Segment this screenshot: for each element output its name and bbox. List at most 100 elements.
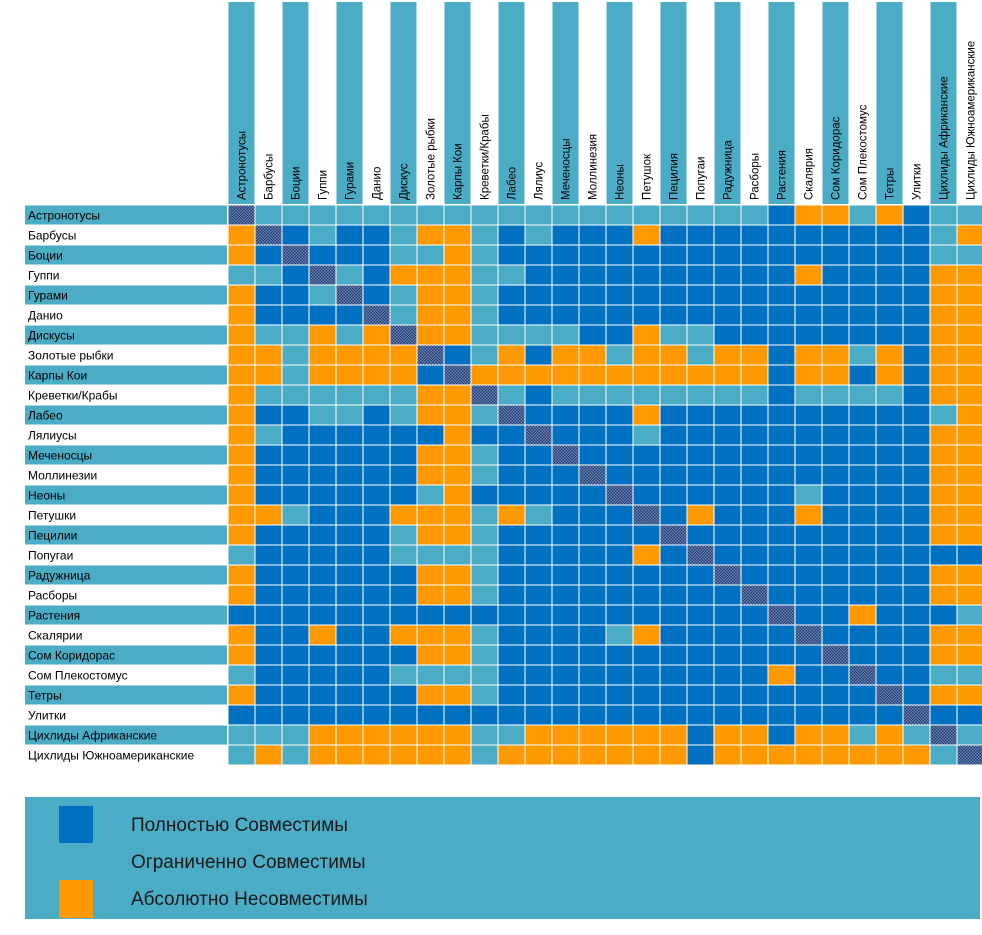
- cell-11-8: [417, 405, 444, 425]
- row-label-моллинезии: Моллинезии: [28, 469, 97, 483]
- column-header-27: [930, 2, 957, 204]
- cell-15-22: [795, 485, 822, 505]
- cell-7-18: [687, 325, 714, 345]
- cell-2-15: [606, 225, 633, 245]
- cell-20-2: [255, 585, 282, 605]
- cell-25-1: [228, 685, 255, 705]
- cell-1-28: [957, 205, 982, 225]
- cell-2-4: [309, 225, 336, 245]
- row-label-неоны: Неоны: [28, 489, 65, 503]
- cell-10-3: [282, 385, 309, 405]
- cell-4-28: [957, 265, 982, 285]
- cell-11-12: [525, 405, 552, 425]
- cell-8-1: [228, 345, 255, 365]
- cell-25-6: [363, 685, 390, 705]
- cell-4-5: [336, 265, 363, 285]
- cell-12-8: [417, 425, 444, 445]
- cell-2-23: [822, 225, 849, 245]
- cell-26-16: [633, 705, 660, 725]
- cell-3-16: [633, 245, 660, 265]
- column-label-неоны: Неоны: [615, 164, 627, 200]
- cell-20-19: [714, 585, 741, 605]
- cell-12-27: [930, 425, 957, 445]
- cell-7-10: [471, 325, 498, 345]
- cell-21-1: [228, 605, 255, 625]
- cell-18-1: [228, 545, 255, 565]
- cell-1-16: [633, 205, 660, 225]
- cell-7-16: [633, 325, 660, 345]
- cell-23-18: [687, 645, 714, 665]
- column-header-22: [795, 2, 822, 204]
- cell-11-27: [930, 405, 957, 425]
- cell-23-22: [795, 645, 822, 665]
- column-header-11: [498, 2, 525, 204]
- cell-23-12: [525, 645, 552, 665]
- cell-8-13: [552, 345, 579, 365]
- cell-26-3: [282, 705, 309, 725]
- cell-22-6: [363, 625, 390, 645]
- cell-11-21: [768, 405, 795, 425]
- column-header-8: [417, 2, 444, 204]
- cell-15-12: [525, 485, 552, 505]
- column-label-цихлиды-южноамериканские: Цихлиды Южноамериканские: [966, 41, 978, 200]
- cell-19-10: [471, 565, 498, 585]
- cell-25-22: [795, 685, 822, 705]
- cell-10-19: [714, 385, 741, 405]
- cell-9-20: [741, 365, 768, 385]
- cell-24-21: [768, 665, 795, 685]
- cell-19-23: [822, 565, 849, 585]
- cell-27-17: [660, 725, 687, 745]
- cell-6-18: [687, 305, 714, 325]
- cell-6-25: [876, 305, 903, 325]
- cell-26-23: [822, 705, 849, 725]
- cell-4-27: [930, 265, 957, 285]
- cell-22-14: [579, 625, 606, 645]
- cell-20-7: [390, 585, 417, 605]
- cell-19-17: [660, 565, 687, 585]
- cell-6-22: [795, 305, 822, 325]
- cell-26-17: [660, 705, 687, 725]
- cell-3-23: [822, 245, 849, 265]
- column-label-скалярия: Скалярия: [804, 148, 816, 200]
- cell-19-9: [444, 565, 471, 585]
- column-header-19: [714, 2, 741, 204]
- cell-1-17: [660, 205, 687, 225]
- cell-27-24: [849, 725, 876, 745]
- cell-15-14: [579, 485, 606, 505]
- row-label-пецилии: Пецилии: [28, 529, 77, 543]
- cell-28-26: [903, 745, 930, 765]
- cell-7-19: [714, 325, 741, 345]
- cell-6-13: [552, 305, 579, 325]
- cell-16-28: [957, 505, 982, 525]
- cell-26-28: [957, 705, 982, 725]
- cell-23-7: [390, 645, 417, 665]
- cell-15-10: [471, 485, 498, 505]
- cell-12-13: [552, 425, 579, 445]
- cell-9-4: [309, 365, 336, 385]
- cell-19-8: [417, 565, 444, 585]
- cell-18-27: [930, 545, 957, 565]
- cell-27-7: [390, 725, 417, 745]
- cell-1-4: [309, 205, 336, 225]
- row-label-лялиусы: Лялиусы: [28, 429, 77, 443]
- cell-12-17: [660, 425, 687, 445]
- cell-27-21: [768, 725, 795, 745]
- cell-24-5: [336, 665, 363, 685]
- cell-1-20: [741, 205, 768, 225]
- cell-25-20: [741, 685, 768, 705]
- legend: Полностью Совместимы Ограниченно Совмест…: [25, 797, 980, 919]
- cell-18-24: [849, 545, 876, 565]
- cell-21-5: [336, 605, 363, 625]
- cell-12-12: [525, 425, 552, 445]
- cell-21-21: [768, 605, 795, 625]
- cell-13-7: [390, 445, 417, 465]
- cell-5-2: [255, 285, 282, 305]
- cell-13-20: [741, 445, 768, 465]
- column-header-6: [363, 2, 390, 204]
- cell-22-2: [255, 625, 282, 645]
- cell-8-10: [471, 345, 498, 365]
- row-label-лабео: Лабео: [28, 409, 63, 423]
- cell-7-24: [849, 325, 876, 345]
- column-label-карпы-кои: Карпы Кои: [453, 143, 465, 200]
- cell-14-18: [687, 465, 714, 485]
